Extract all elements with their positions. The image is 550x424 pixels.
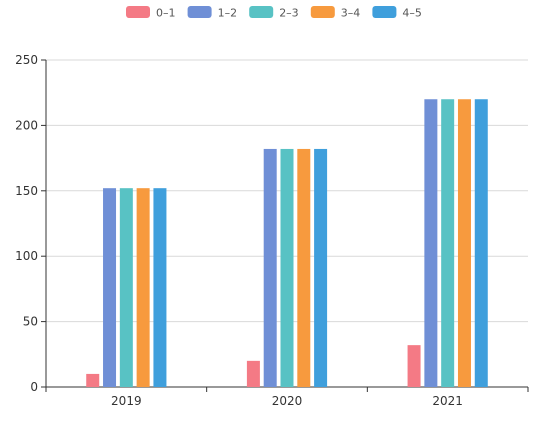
y-tick-label: 100 <box>15 249 38 263</box>
bar-2019-series-3[interactable] <box>136 188 150 387</box>
bar-2019-series-0[interactable] <box>86 373 100 387</box>
legend-swatch <box>126 6 150 18</box>
bar-group <box>86 99 488 388</box>
legend-label: 3–4 <box>341 7 361 20</box>
y-tick-label: 250 <box>15 53 38 67</box>
legend-swatch <box>249 6 274 18</box>
legend-swatch <box>310 6 335 18</box>
bar-2020-series-1[interactable] <box>263 148 277 387</box>
bar-2020-series-0[interactable] <box>246 360 260 387</box>
legend-label: 4–5 <box>402 7 422 20</box>
bar-2020-series-3[interactable] <box>297 148 311 387</box>
bar-2021-series-0[interactable] <box>407 345 421 387</box>
legend-item[interactable]: 3–4 <box>310 6 361 20</box>
legend-item[interactable]: 4–5 <box>372 6 422 20</box>
x-axis: 2019 2020 2021 <box>45 386 529 408</box>
x-tick-label: 2019 <box>111 394 142 408</box>
legend-label: 1–2 <box>218 7 238 20</box>
legend-item[interactable]: 2–3 <box>249 6 299 20</box>
bar-2019-series-4[interactable] <box>153 188 167 387</box>
legend-swatch <box>372 6 397 18</box>
bar-2021-series-4[interactable] <box>474 99 488 388</box>
bar-2019-series-1[interactable] <box>103 188 117 387</box>
bar-2021-series-2[interactable] <box>441 99 455 388</box>
y-tick-label: 150 <box>15 184 38 198</box>
y-tick-label: 0 <box>30 380 38 394</box>
x-tick-label: 2021 <box>432 394 463 408</box>
legend: 0–1 1–2 2–3 3–4 4–5 <box>126 6 422 20</box>
legend-swatch <box>187 6 212 18</box>
y-tick-label: 200 <box>15 118 38 132</box>
legend-item[interactable]: 0–1 <box>126 6 176 20</box>
bar-2021-series-1[interactable] <box>424 99 438 388</box>
y-axis: 0 50 100 150 200 250 <box>15 53 47 394</box>
legend-item[interactable]: 1–2 <box>187 6 238 20</box>
x-tick-label: 2020 <box>272 394 303 408</box>
bar-2020-series-2[interactable] <box>280 148 294 387</box>
legend-label: 2–3 <box>279 7 299 20</box>
bar-2019-series-2[interactable] <box>119 188 133 387</box>
bar-2020-series-4[interactable] <box>314 148 328 387</box>
bar-2021-series-3[interactable] <box>457 99 471 388</box>
y-tick-label: 50 <box>23 315 38 329</box>
legend-label: 0–1 <box>156 7 176 20</box>
